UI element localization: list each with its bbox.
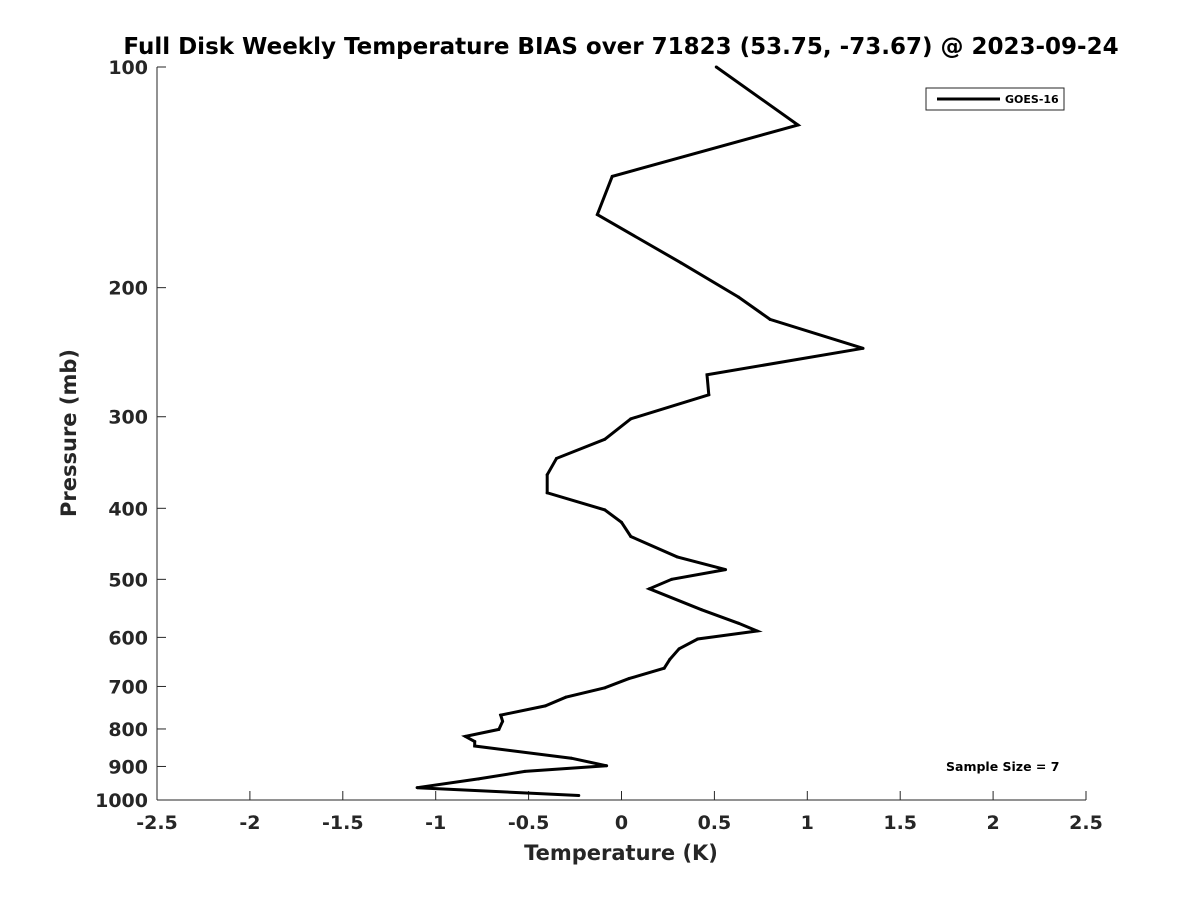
- data-point: [629, 417, 633, 421]
- y-tick-label: 1000: [95, 790, 148, 812]
- data-point: [603, 508, 607, 512]
- series-points: [415, 65, 865, 798]
- data-point: [545, 491, 549, 495]
- x-tick-label: -1.5: [322, 812, 364, 834]
- data-point: [629, 534, 633, 538]
- data-point: [675, 555, 679, 559]
- data-point: [497, 727, 501, 731]
- y-axis-label: Pressure (mb): [57, 349, 81, 517]
- data-point: [564, 695, 568, 699]
- data-point: [620, 520, 623, 524]
- y-tick-label: 200: [108, 278, 148, 300]
- data-point: [699, 608, 703, 612]
- x-axis-label: Temperature (K): [524, 841, 718, 865]
- data-point: [523, 769, 527, 773]
- x-ticks: -2.5 -2 -1.5 -1 -0.5 0 0.5 1 1.5 2 2.5: [136, 791, 1103, 834]
- y-tick-label: 600: [108, 627, 148, 649]
- data-point: [647, 587, 651, 591]
- data-point: [627, 677, 631, 681]
- legend: GOES-16: [925, 87, 1065, 111]
- y-tick-label: 400: [108, 498, 148, 520]
- x-tick-label: -1: [425, 812, 446, 834]
- data-point: [605, 764, 609, 768]
- y-tick-label: 300: [108, 407, 148, 429]
- data-point: [603, 437, 607, 441]
- data-point: [724, 568, 728, 572]
- data-point: [662, 666, 666, 670]
- data-point: [737, 621, 741, 625]
- y-ticks: 100 200 300 400 500 600 700 800 900 1000: [95, 57, 166, 812]
- y-tick-label: 900: [108, 756, 148, 778]
- data-point: [668, 657, 672, 661]
- x-tick-label: 2.5: [1069, 812, 1103, 834]
- x-tick-label: 1.5: [883, 812, 917, 834]
- data-point: [677, 647, 681, 651]
- data-point: [696, 637, 700, 641]
- y-tick-label: 100: [108, 57, 148, 79]
- plot-axes: [156, 67, 1086, 801]
- data-point: [473, 739, 477, 743]
- data-point: [476, 777, 480, 781]
- data-point: [705, 373, 709, 377]
- data-point: [501, 719, 505, 723]
- y-tick-label: 700: [108, 676, 148, 698]
- data-point: [569, 756, 573, 760]
- x-tick-label: -2.5: [136, 812, 178, 834]
- y-tick-label: 500: [108, 569, 148, 591]
- data-point: [755, 629, 759, 633]
- x-tick-label: 0.5: [698, 812, 732, 834]
- data-point: [679, 261, 683, 265]
- data-point: [545, 473, 549, 477]
- y-tick-label: 800: [108, 719, 148, 741]
- data-point: [737, 295, 741, 299]
- data-point: [595, 213, 599, 217]
- data-point: [768, 317, 772, 321]
- data-point: [473, 744, 477, 748]
- data-point: [861, 346, 865, 350]
- data-point: [796, 123, 800, 127]
- x-tick-label: -0.5: [508, 812, 550, 834]
- data-point: [554, 456, 558, 460]
- sample-size-annotation: Sample Size = 7: [946, 759, 1059, 774]
- data-point: [415, 786, 419, 790]
- chart-title: Full Disk Weekly Temperature BIAS over 7…: [123, 34, 1118, 60]
- data-point: [670, 577, 674, 581]
- data-point: [577, 794, 581, 798]
- x-tick-label: 2: [986, 812, 999, 834]
- x-tick-label: 0: [615, 812, 628, 834]
- series-line-goes-16: [416, 65, 864, 797]
- x-tick-label: 1: [801, 812, 814, 834]
- data-point: [707, 393, 711, 397]
- data-point: [499, 713, 503, 717]
- data-point: [463, 734, 467, 738]
- legend-entry: GOES-16: [1005, 93, 1059, 106]
- x-tick-label: -2: [239, 812, 260, 834]
- data-point: [603, 686, 607, 690]
- data-point: [543, 704, 547, 708]
- data-point: [714, 65, 718, 69]
- data-point: [610, 174, 614, 178]
